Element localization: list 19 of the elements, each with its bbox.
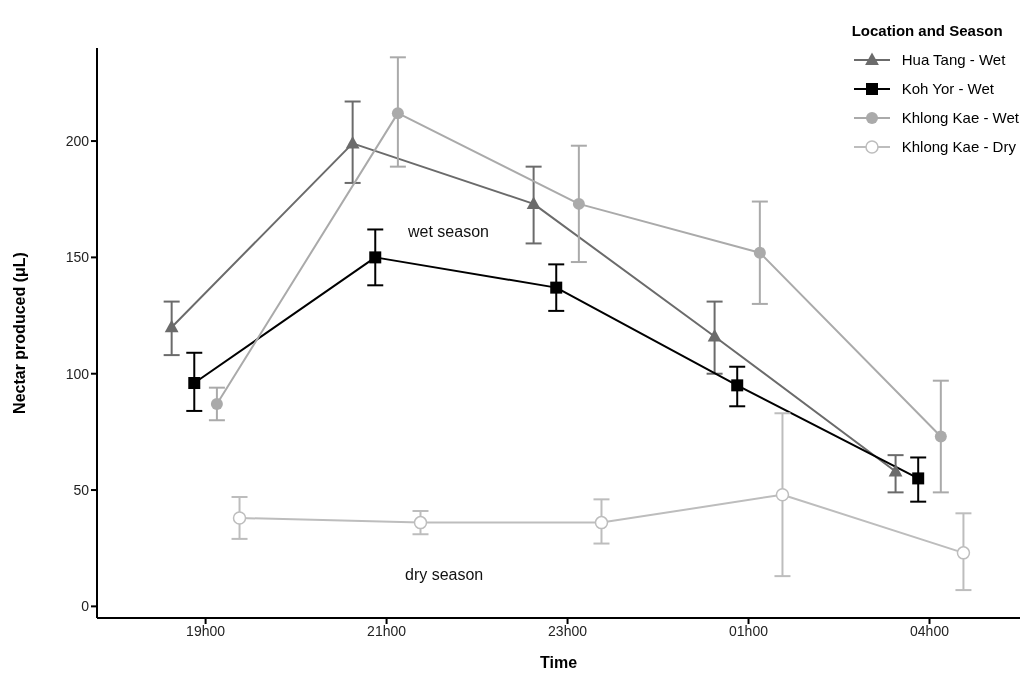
x-tick-label: 21h00: [367, 622, 407, 639]
y-tick-label: 0: [81, 598, 90, 615]
annotation: dry season: [405, 566, 484, 584]
annotation: wet season: [408, 223, 489, 241]
x-tick-label: 01h00: [729, 622, 769, 639]
legend-title: Location and Season: [851, 22, 1004, 39]
legend-label: Khlong Kae - Wet: [901, 109, 1019, 126]
x-tick-label: 04h00: [910, 622, 950, 639]
x-tick-label: 19h00: [186, 622, 226, 639]
y-tick-label: 200: [65, 133, 90, 150]
y-tick-label: 50: [73, 482, 90, 499]
y-tick-label: 150: [65, 249, 90, 266]
x-tick-label: 23h00: [548, 622, 588, 639]
y-tick-label: 100: [65, 365, 90, 382]
legend-label: Koh Yor - Wet: [901, 80, 994, 97]
x-axis-title: Time: [539, 654, 578, 671]
legend-label: Hua Tang - Wet: [901, 51, 1006, 68]
legend-label: Khlong Kae - Dry: [901, 138, 1016, 155]
y-axis-title: Nectar produced (μL): [10, 252, 28, 414]
